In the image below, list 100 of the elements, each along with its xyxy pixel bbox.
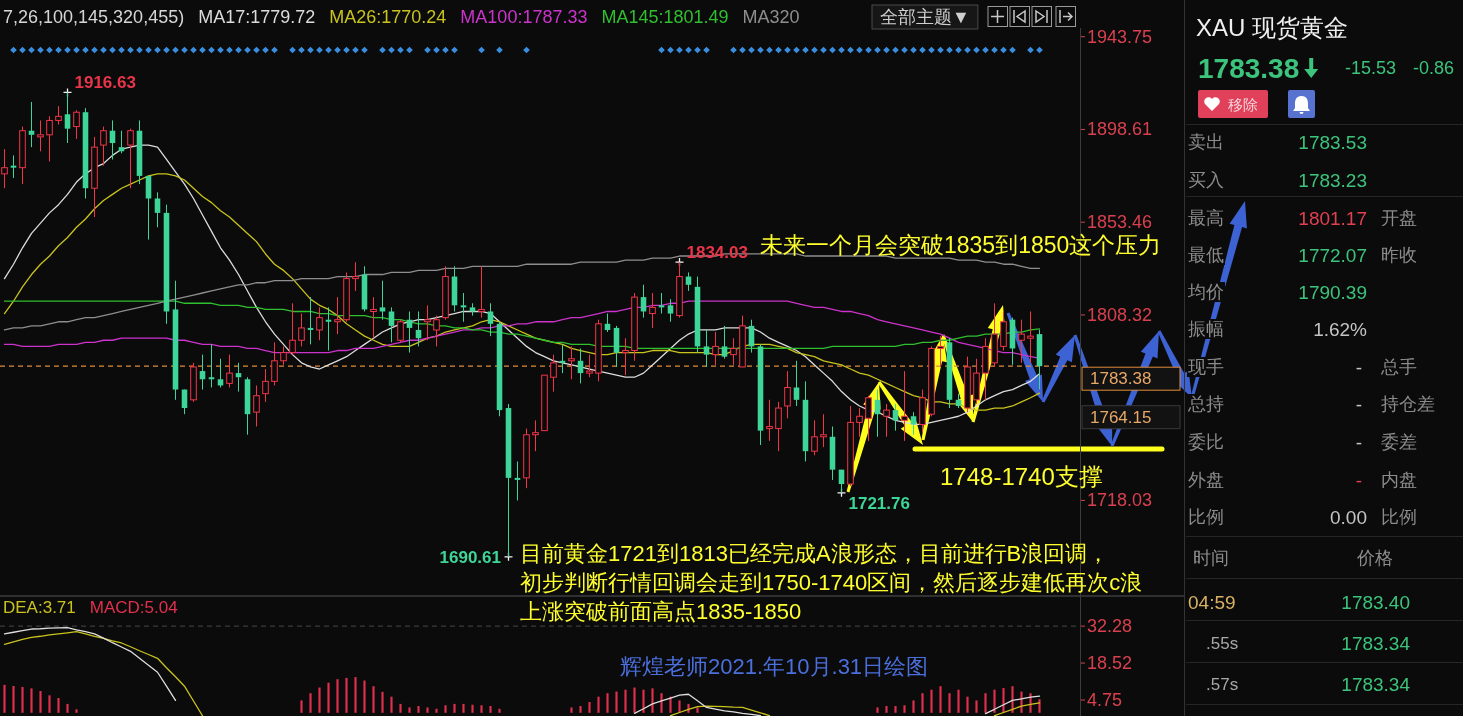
bar [48, 695, 51, 713]
text: 价格 [1356, 548, 1393, 568]
candlestick [883, 403, 890, 438]
candlestick [658, 292, 665, 315]
bar [381, 691, 384, 713]
bar [903, 705, 906, 713]
candlestick [262, 368, 269, 403]
bar [480, 705, 483, 713]
bar [894, 706, 897, 713]
text: 比例 [1188, 507, 1224, 527]
candlestick [1027, 310, 1034, 364]
text: 0.00 [1330, 506, 1367, 528]
text: 外盘 [1188, 470, 1224, 490]
text: 最高 [1188, 208, 1224, 228]
candlestick [775, 401, 782, 452]
candlestick [280, 345, 287, 366]
bar [912, 700, 915, 713]
text: 全部主题▼ [880, 7, 970, 27]
candlestick [712, 331, 719, 366]
candlestick [460, 292, 467, 323]
text: 1772.07 [1298, 244, 1367, 266]
text: 1783.40 [1341, 591, 1410, 613]
candlestick [721, 325, 728, 360]
text: 比例 [1381, 507, 1417, 527]
y-tick-label: 32.28 [1087, 616, 1133, 637]
bar [12, 685, 15, 713]
bar [336, 679, 339, 713]
candlestick [1018, 319, 1025, 364]
y-tick-label: 4.75 [1087, 690, 1123, 711]
bar [642, 689, 645, 713]
text: MACD:5.04 [89, 597, 178, 617]
bar [939, 686, 942, 713]
text: MA145:1801.49 [601, 7, 729, 27]
bar [354, 677, 357, 713]
candlestick [145, 175, 152, 241]
bar [876, 707, 879, 713]
candlestick [370, 296, 377, 339]
candlestick [703, 329, 710, 368]
bar [75, 709, 78, 713]
candlestick [1, 148, 8, 189]
text: - [1355, 393, 1362, 415]
bar [651, 688, 654, 713]
candlestick [937, 335, 944, 368]
annotation: 辉煌老师2021.年10月.31日绘图 [620, 653, 929, 679]
bar [1011, 686, 1014, 713]
bar [66, 703, 69, 713]
text: 总持 [1187, 394, 1224, 414]
candlestick [46, 115, 53, 163]
bar [471, 704, 474, 713]
candlestick [55, 105, 62, 126]
text: - [1355, 431, 1362, 453]
bar [984, 693, 987, 713]
text: XAU 现货黄金 [1196, 13, 1349, 41]
bar [390, 696, 393, 713]
y-tick-label: 1898.61 [1087, 119, 1153, 140]
bar [345, 677, 348, 713]
bar [615, 691, 618, 713]
text: 1783.38 [1090, 369, 1152, 389]
candlestick [388, 306, 395, 343]
candlestick [289, 302, 296, 356]
annotation: 1748-1740支撑 [940, 462, 1103, 490]
text: - [1355, 469, 1362, 491]
bar [318, 687, 321, 713]
text: 1790.39 [1298, 281, 1367, 303]
candlestick [784, 370, 791, 419]
bar [372, 686, 375, 713]
bar [993, 689, 996, 713]
bar [309, 693, 312, 713]
y-tick-label: 1718.03 [1087, 490, 1153, 511]
candlestick [208, 343, 215, 388]
bar [444, 705, 447, 713]
text: MA100:1787.33 [460, 7, 588, 27]
candlestick [433, 315, 440, 347]
candlestick [820, 413, 827, 448]
bar [489, 706, 492, 713]
candlestick [550, 354, 557, 393]
bar [417, 706, 420, 713]
y-tick-label: 1943.75 [1087, 26, 1153, 47]
bar [3, 684, 6, 713]
bar [660, 693, 663, 713]
bar [498, 708, 501, 713]
candlestick [37, 119, 44, 152]
text: 委差 [1381, 432, 1417, 452]
annotation: 初步判断行情回调会走到1750-1740区间，然后逐步建低再次c浪 [520, 569, 1143, 595]
candlestick [487, 302, 494, 337]
text: 昨收 [1381, 245, 1417, 265]
candlestick [856, 407, 863, 438]
text: 现手 [1188, 357, 1224, 377]
text: - [1355, 356, 1362, 378]
y-tick-label: 18.52 [1087, 653, 1133, 674]
candlestick [334, 296, 341, 335]
text: 04:59 [1188, 591, 1236, 613]
bar [948, 693, 951, 713]
text: -15.53 [1345, 58, 1397, 78]
legend-title: 7,26,100,145,320,455) [3, 7, 185, 27]
bar [327, 682, 330, 713]
annotation: 上涨突破前面高点1835-1850 [520, 598, 802, 624]
text: 均价 [1187, 282, 1224, 302]
bar [435, 708, 438, 713]
text: 1.62% [1313, 318, 1368, 340]
